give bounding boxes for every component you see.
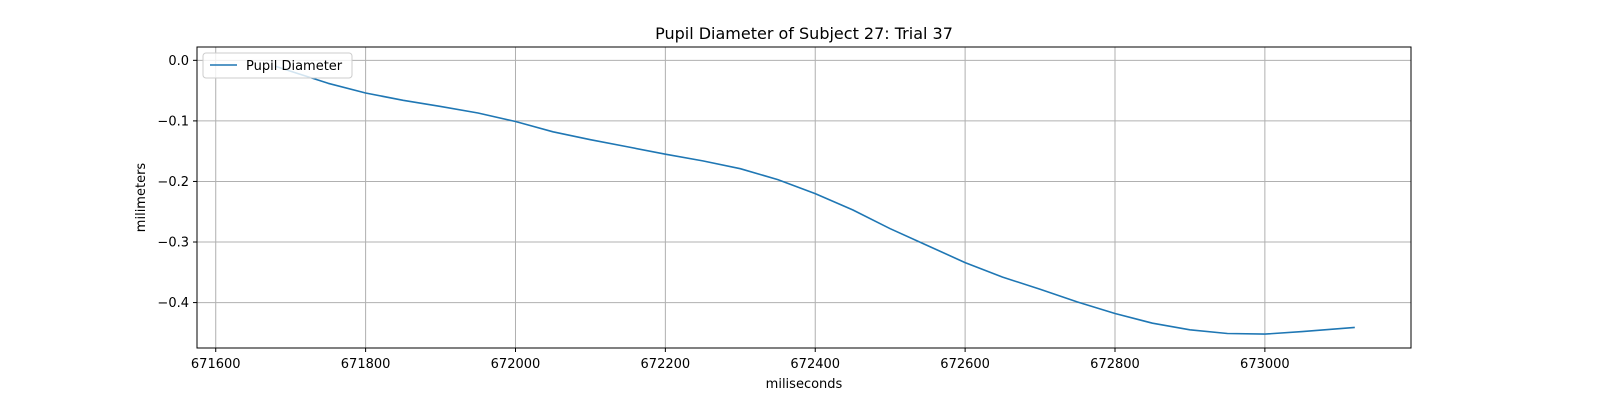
x-axis-title: miliseconds <box>766 377 843 392</box>
x-tick-label: 672800 <box>1090 357 1140 372</box>
x-tick-label: 672000 <box>491 357 541 372</box>
x-tick-label: 671800 <box>341 357 391 372</box>
y-tick-label: −0.3 <box>157 236 189 251</box>
x-tick-label: 672600 <box>940 357 990 372</box>
x-tick-label: 672200 <box>641 357 691 372</box>
axis-ticks: 671600 671800 672000 672200 672400 672600 6728… <box>157 54 1289 372</box>
legend-label-pupil-diameter: Pupil Diameter <box>246 59 343 74</box>
y-axis-title: milimeters <box>134 163 149 233</box>
x-tick-label: 672400 <box>790 357 840 372</box>
y-tick-label: 0.0 <box>168 54 189 69</box>
x-tick-label: 673000 <box>1240 357 1290 372</box>
x-tick-label: 671600 <box>191 357 241 372</box>
series-layer <box>275 65 1355 335</box>
grid-lines <box>197 47 1411 348</box>
y-tick-label: −0.1 <box>157 114 189 129</box>
y-tick-label: −0.2 <box>157 175 189 190</box>
chart-title: Pupil Diameter of Subject 27: Trial 37 <box>655 24 953 43</box>
legend: Pupil Diameter <box>202 52 353 79</box>
y-tick-label: −0.4 <box>157 296 189 311</box>
series-line-pupil-diameter <box>275 65 1355 335</box>
legend-box <box>202 52 353 79</box>
plot-area-frame <box>196 46 1412 349</box>
